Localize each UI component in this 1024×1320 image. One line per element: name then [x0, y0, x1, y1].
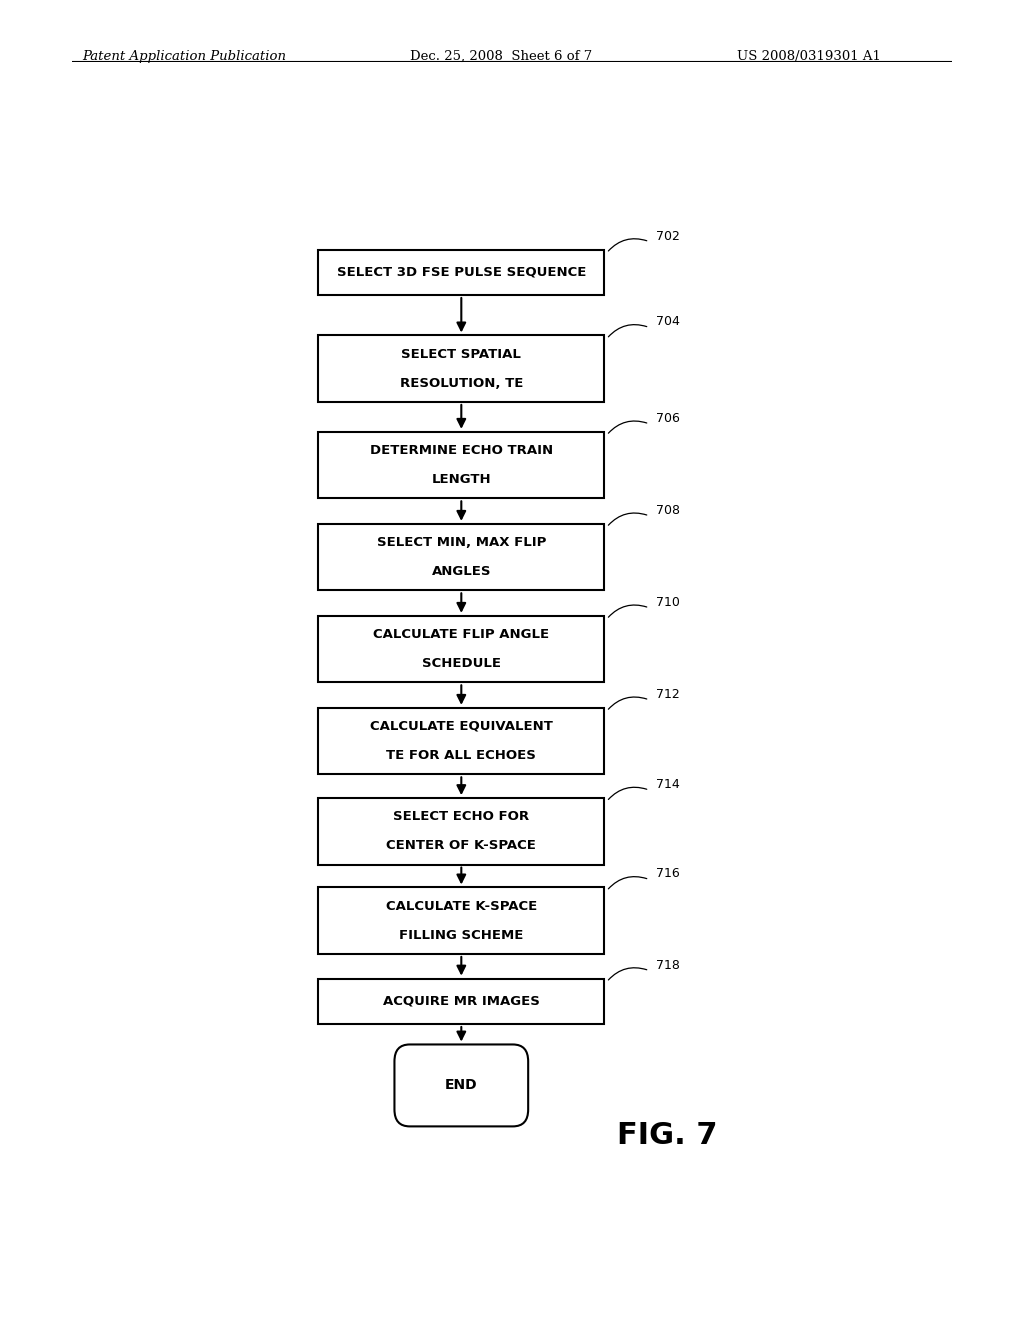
Text: ACQUIRE MR IMAGES: ACQUIRE MR IMAGES	[383, 995, 540, 1007]
Text: 710: 710	[655, 595, 680, 609]
Bar	[318, 335, 604, 403]
Bar	[318, 615, 604, 682]
Text: 706: 706	[655, 412, 680, 425]
Text: Dec. 25, 2008  Sheet 6 of 7: Dec. 25, 2008 Sheet 6 of 7	[410, 50, 592, 63]
Bar	[318, 887, 604, 954]
Text: SELECT SPATIAL: SELECT SPATIAL	[401, 347, 521, 360]
Text: 718: 718	[655, 958, 680, 972]
Text: SCHEDULE: SCHEDULE	[422, 657, 501, 671]
Bar	[318, 524, 604, 590]
Text: CENTER OF K-SPACE: CENTER OF K-SPACE	[386, 840, 537, 853]
Bar	[318, 799, 604, 865]
Text: Patent Application Publication: Patent Application Publication	[82, 50, 286, 63]
Text: FIG. 7: FIG. 7	[617, 1121, 718, 1150]
Text: SELECT 3D FSE PULSE SEQUENCE: SELECT 3D FSE PULSE SEQUENCE	[337, 265, 586, 279]
Text: RESOLUTION, TE: RESOLUTION, TE	[399, 376, 523, 389]
Text: CALCULATE K-SPACE: CALCULATE K-SPACE	[386, 899, 537, 912]
Text: SELECT ECHO FOR: SELECT ECHO FOR	[393, 810, 529, 824]
Text: CALCULATE EQUIVALENT: CALCULATE EQUIVALENT	[370, 719, 553, 733]
Text: 702: 702	[655, 230, 680, 243]
Text: US 2008/0319301 A1: US 2008/0319301 A1	[737, 50, 882, 63]
Text: SELECT MIN, MAX FLIP: SELECT MIN, MAX FLIP	[377, 536, 546, 549]
Text: 712: 712	[655, 688, 680, 701]
Text: 708: 708	[655, 504, 680, 516]
Bar	[318, 249, 604, 296]
Text: LENGTH: LENGTH	[431, 474, 492, 486]
Text: FILLING SCHEME: FILLING SCHEME	[399, 929, 523, 942]
Text: TE FOR ALL ECHOES: TE FOR ALL ECHOES	[386, 750, 537, 762]
FancyBboxPatch shape	[394, 1044, 528, 1126]
Bar	[318, 432, 604, 499]
Text: CALCULATE FLIP ANGLE: CALCULATE FLIP ANGLE	[374, 628, 549, 642]
Bar	[318, 978, 604, 1024]
Bar	[318, 708, 604, 775]
Text: END: END	[445, 1078, 477, 1093]
Text: 716: 716	[655, 867, 680, 880]
Text: 704: 704	[655, 315, 680, 329]
Text: DETERMINE ECHO TRAIN: DETERMINE ECHO TRAIN	[370, 444, 553, 457]
Text: 714: 714	[655, 777, 680, 791]
Text: ANGLES: ANGLES	[431, 565, 492, 578]
